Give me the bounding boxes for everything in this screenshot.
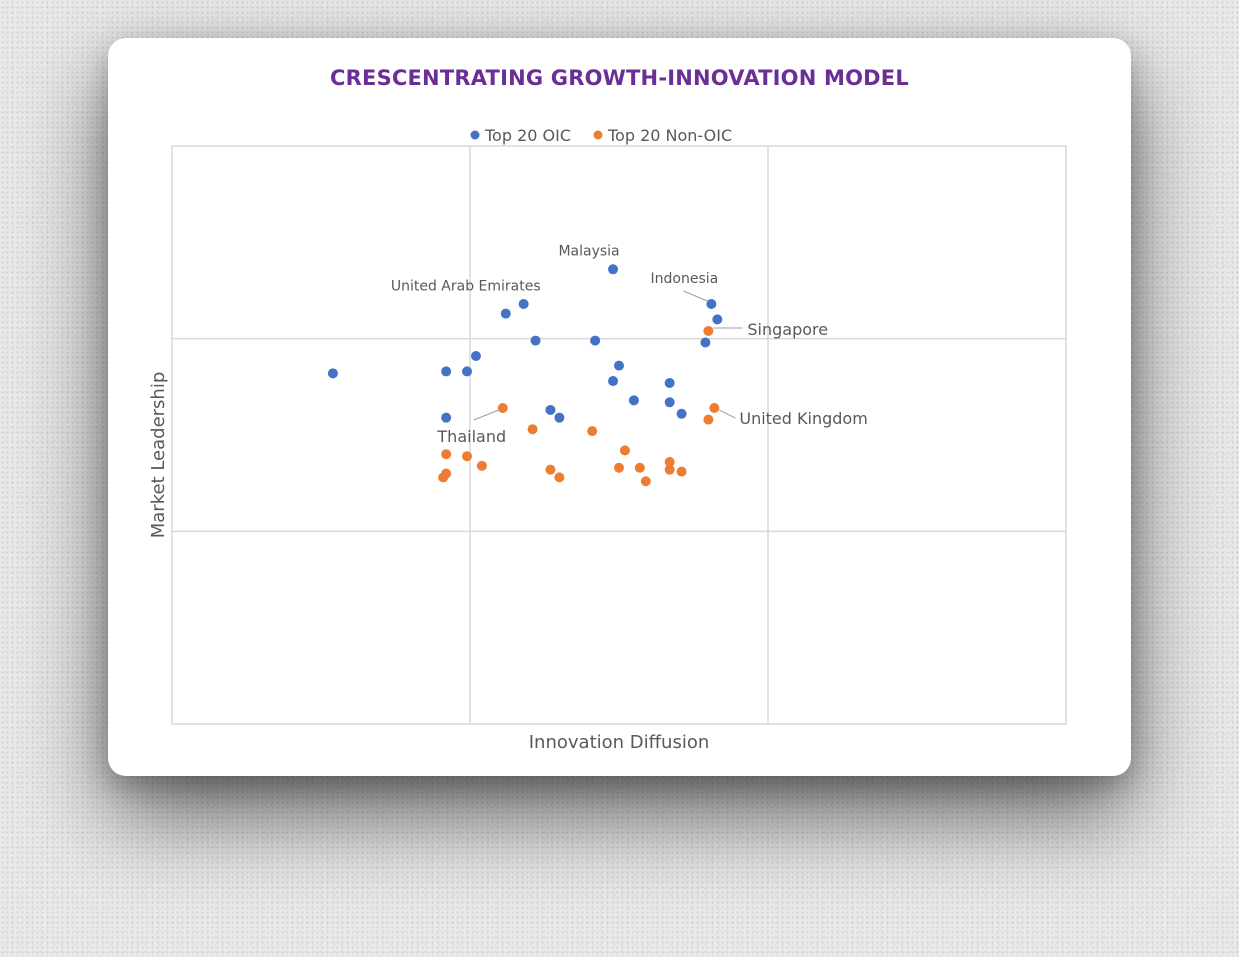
point-annotation: Singapore xyxy=(747,320,828,339)
annotation-leader xyxy=(719,410,735,418)
data-point xyxy=(665,397,675,407)
data-point xyxy=(700,338,710,348)
data-point xyxy=(641,476,651,486)
chart-annotations: Malaysia United Arab Emirates Indonesia Sin… xyxy=(391,243,868,446)
data-point xyxy=(441,413,451,423)
data-point xyxy=(438,472,448,482)
legend-label: Top 20 OIC xyxy=(484,126,571,145)
data-point xyxy=(706,299,716,309)
chart-points xyxy=(328,264,722,486)
data-point xyxy=(545,405,555,415)
point-annotation: United Kingdom xyxy=(739,409,867,428)
data-point xyxy=(519,299,529,309)
data-point xyxy=(614,361,624,371)
data-point xyxy=(554,472,564,482)
data-point xyxy=(462,366,472,376)
data-point xyxy=(554,413,564,423)
data-point xyxy=(328,368,338,378)
data-point xyxy=(677,467,687,477)
chart-card: CRESCENTRATING GROWTH-INNOVATION MODEL T… xyxy=(108,38,1131,776)
data-point xyxy=(545,465,555,475)
data-point xyxy=(501,309,511,319)
point-annotation: Indonesia xyxy=(651,271,719,287)
data-point xyxy=(608,376,618,386)
data-point xyxy=(629,395,639,405)
point-annotation: Thailand xyxy=(436,427,506,446)
data-point xyxy=(635,463,645,473)
data-point xyxy=(620,445,630,455)
annotation-leader-lines xyxy=(474,291,743,420)
legend-marker xyxy=(594,131,603,140)
point-annotation: Malaysia xyxy=(558,243,619,259)
chart-gridlines xyxy=(172,146,1066,724)
annotation-leader xyxy=(474,410,499,420)
data-point xyxy=(498,403,508,413)
chart-legend: Top 20 OIC Top 20 Non-OIC xyxy=(471,126,733,145)
scatter-chart: Top 20 OIC Top 20 Non-OIC Malaysia United … xyxy=(108,38,1131,776)
data-point xyxy=(528,424,538,434)
x-axis-label: Innovation Diffusion xyxy=(529,732,710,753)
data-point xyxy=(703,326,713,336)
y-axis-label: Market Leadership xyxy=(148,372,169,539)
data-point xyxy=(677,409,687,419)
data-point xyxy=(441,366,451,376)
data-point xyxy=(590,336,600,346)
data-point xyxy=(587,426,597,436)
data-point xyxy=(441,449,451,459)
data-point xyxy=(477,461,487,471)
data-point xyxy=(471,351,481,361)
data-point xyxy=(462,451,472,461)
annotation-leader xyxy=(683,291,707,301)
data-point xyxy=(665,378,675,388)
data-point xyxy=(709,403,719,413)
data-point xyxy=(614,463,624,473)
plot-frame xyxy=(172,146,1066,724)
data-point xyxy=(712,314,722,324)
legend-marker xyxy=(471,131,480,140)
point-annotation: United Arab Emirates xyxy=(391,279,541,295)
data-point xyxy=(665,465,675,475)
data-point xyxy=(531,336,541,346)
data-point xyxy=(608,264,618,274)
legend-label: Top 20 Non-OIC xyxy=(607,126,732,145)
data-point xyxy=(703,415,713,425)
